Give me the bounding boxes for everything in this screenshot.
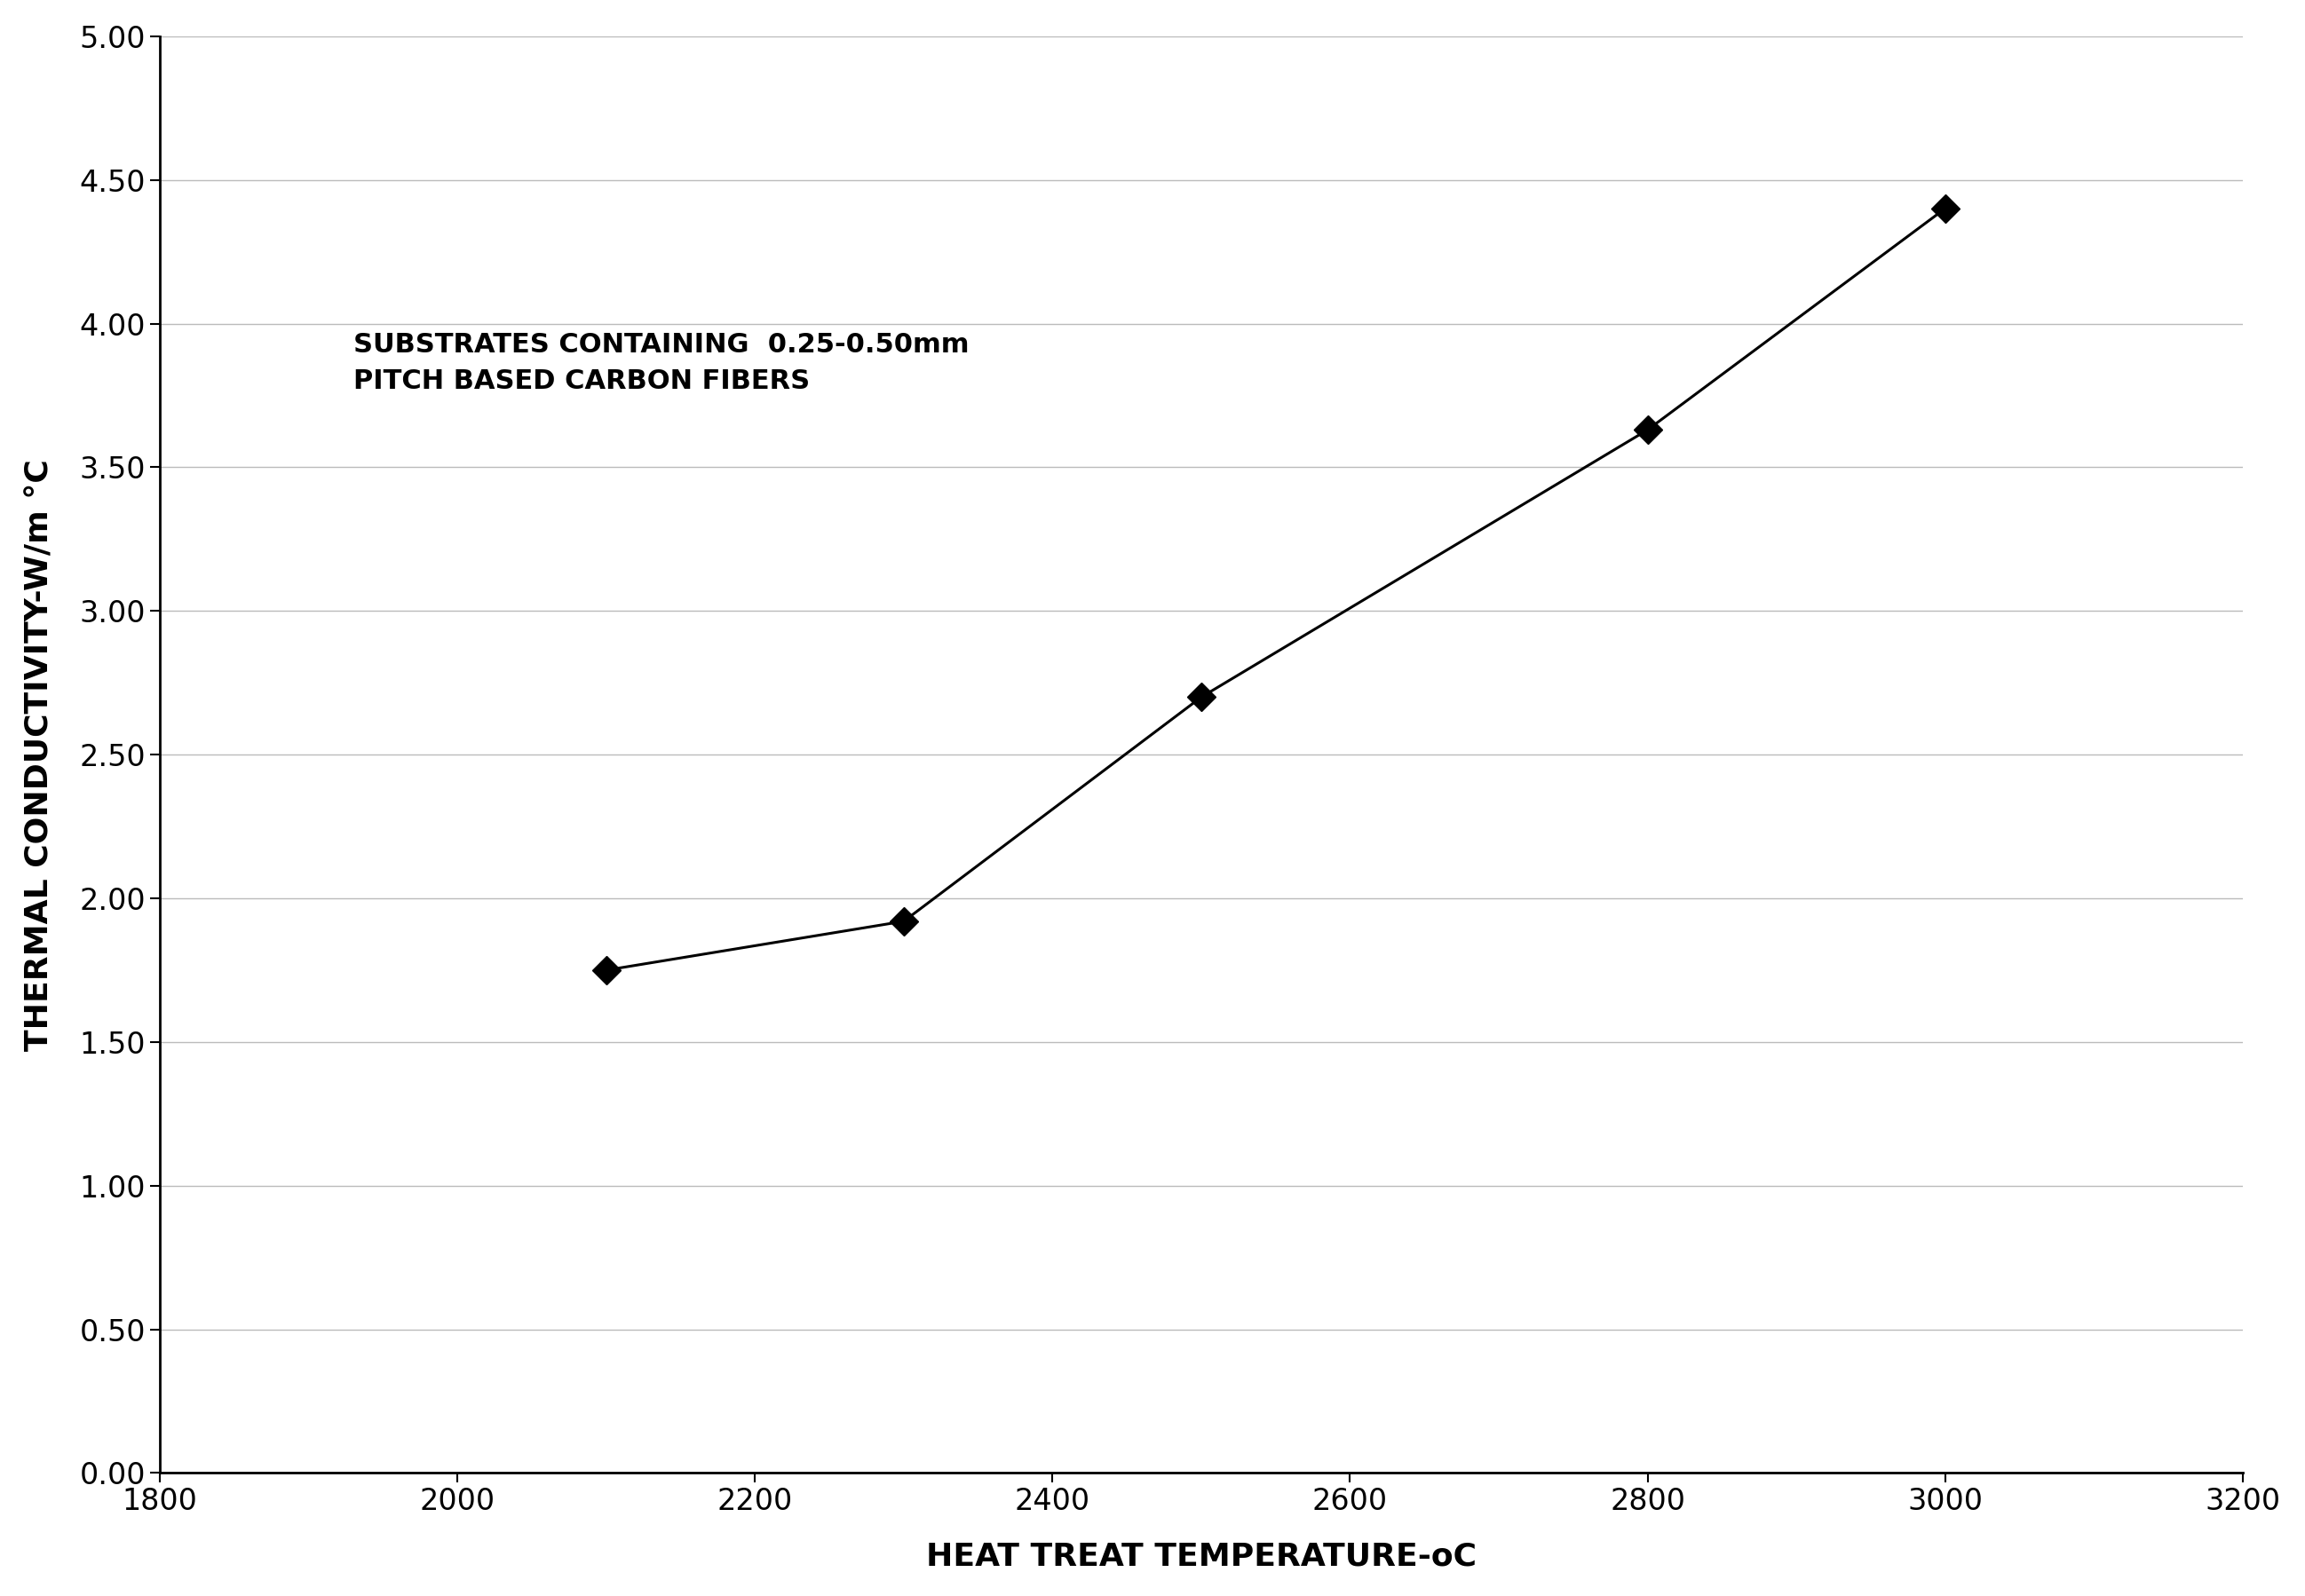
Text: SUBSTRATES CONTAINING  0.25-0.50mm
PITCH BASED CARBON FIBERS: SUBSTRATES CONTAINING 0.25-0.50mm PITCH …: [353, 332, 968, 394]
X-axis label: HEAT TREAT TEMPERATURE-oC: HEAT TREAT TEMPERATURE-oC: [927, 1542, 1478, 1572]
Y-axis label: THERMAL CONDUCTIVITY-W/m °C: THERMAL CONDUCTIVITY-W/m °C: [25, 458, 55, 1050]
